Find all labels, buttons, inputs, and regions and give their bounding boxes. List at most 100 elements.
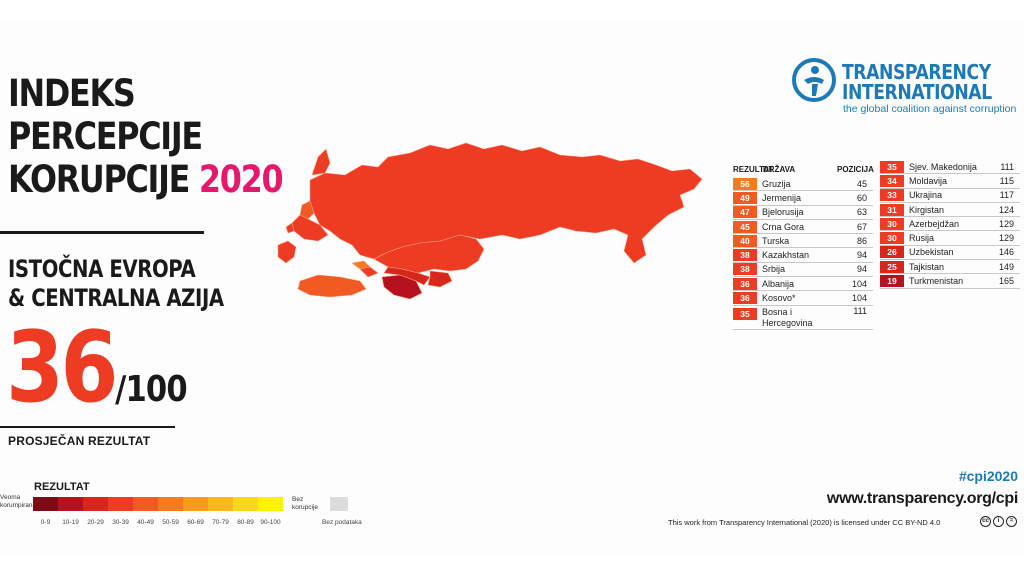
country-table-right: 35 Sjev. Makedonija 111 34 Moldavija 115 33 Ukr… — [880, 160, 1020, 289]
logo-tagline: the global coalition against corruption — [843, 103, 1017, 115]
legend-range-label: 50-59 — [162, 519, 179, 526]
score-badge: 45 — [733, 220, 757, 233]
score-badge: 30 — [880, 232, 904, 245]
region-heading: ISTOČNA EVROPA & CENTRALNA AZIJA — [8, 255, 224, 313]
table-row: 56 Gruzija 45 — [733, 177, 873, 192]
country-name: Albanija — [762, 278, 795, 289]
country-name: Tajkistan — [909, 261, 945, 272]
table-row: 30 Azerbejdžan 129 — [880, 217, 1020, 232]
table-row: 47 Bjelorusija 63 — [733, 206, 873, 220]
legend-range-label: 70-79 — [212, 519, 229, 526]
score-badge: 26 — [880, 246, 904, 259]
legend-swatch — [208, 497, 233, 511]
table-row: 40 Turska 86 — [733, 234, 873, 249]
region-line-1: ISTOČNA EVROPA — [8, 255, 196, 283]
country-name: Azerbejdžan — [909, 218, 960, 229]
infographic-canvas — [0, 22, 1024, 554]
table-row: 30 Rusija 129 — [880, 231, 1020, 246]
average-score: 36/100 — [6, 318, 188, 418]
table-row: 25 Tajkistan 149 — [880, 260, 1020, 275]
average-score-label: PROSJEČAN REZULTAT — [8, 434, 151, 448]
country-name: Kosovo* — [762, 293, 796, 304]
legend-swatch — [183, 497, 208, 511]
map-country-uzbekistan — [383, 266, 431, 286]
average-score-value: 36 — [6, 311, 119, 425]
country-rank: 149 — [998, 261, 1014, 272]
legend-low-label: Veoma korumpirana — [0, 494, 36, 510]
title-divider — [0, 231, 204, 234]
score-divider — [0, 426, 175, 428]
legend-title: REZULTAT — [34, 481, 90, 493]
score-badge: 47 — [733, 206, 757, 219]
page-title: INDEKS PERCEPCIJE KORUPCIJE 2020 — [8, 72, 284, 201]
header-score: REZULTAT — [733, 165, 774, 174]
score-badge: 40 — [733, 234, 757, 247]
legend-swatch — [133, 497, 158, 511]
table-row: 38 Kazakhstan 94 — [733, 248, 873, 263]
title-line-1: INDEKS — [8, 72, 136, 115]
legend-swatch — [258, 497, 283, 511]
table-row: 36 Kosovo* 104 — [733, 291, 873, 306]
map-country-russia — [309, 142, 703, 264]
country-name: Turkmenistan — [909, 276, 964, 287]
legend-range-label: 40-49 — [137, 519, 154, 526]
country-rank: 60 — [856, 192, 867, 203]
country-rank: 111 — [1000, 161, 1014, 172]
score-badge: 38 — [733, 249, 757, 262]
legend-range-label: 90-100 — [260, 519, 281, 526]
country-name: Bjelorusija — [762, 207, 804, 218]
legend-color-scale — [33, 497, 283, 511]
country-rank: 104 — [851, 278, 867, 289]
map-country-armenia-azerbaijan — [359, 266, 379, 278]
country-name: Sjev. Makedonija — [909, 161, 977, 172]
country-rank: 129 — [998, 218, 1014, 229]
country-name: Jermenija — [762, 192, 802, 203]
score-badge: 38 — [733, 263, 757, 276]
score-badge: 33 — [880, 189, 904, 202]
table-row: 31 Kirgistan 124 — [880, 203, 1020, 218]
score-badge: 56 — [733, 177, 757, 190]
header-country: DRŽAVA — [763, 165, 796, 174]
country-rank: 63 — [856, 207, 867, 218]
table-row: 26 Uzbekistan 146 — [880, 246, 1020, 261]
title-line-3: KORUPCIJE 2020 — [8, 158, 284, 201]
table-row: 34 Moldavija 115 — [880, 174, 1020, 189]
table-row: 36 Albanija 104 — [733, 277, 873, 292]
score-badge: 34 — [880, 174, 904, 187]
header-rank: POZICIJA — [837, 165, 874, 174]
country-name: Kazakhstan — [762, 250, 810, 261]
region-line-2: & CENTRALNA AZIJA — [8, 284, 224, 312]
country-name: Srbija — [762, 264, 786, 275]
legend-no-data-label: Bez podataka — [322, 519, 362, 526]
map-country-kyrgyzstan-tajikistan — [427, 270, 453, 288]
legend-high-label-2: korupcije — [292, 504, 319, 511]
score-badge: 35 — [733, 307, 757, 320]
country-name: Turska — [762, 235, 790, 246]
legend-low-label-1: Veoma — [0, 494, 21, 501]
logo-name-line-2: INTERNATIONAL — [842, 80, 992, 104]
country-name: Ukrajina — [909, 190, 943, 201]
map-country-turkey — [297, 274, 367, 298]
logo-wordmark: TRANSPARENCY INTERNATIONAL — [842, 62, 992, 102]
table-row: 45 Crna Gora 67 — [733, 220, 873, 235]
cc-license-icons: cc i = — [980, 516, 1017, 527]
legend-no-data-swatch — [330, 497, 348, 511]
legend-swatch — [83, 497, 108, 511]
country-table-left: REZULTAT DRŽAVA POZICIJA 56 Gruzija 45 49 Je… — [733, 159, 874, 330]
country-name: Moldavija — [909, 175, 948, 186]
logo-name-line-1: TRANSPARENCY — [842, 60, 991, 84]
country-rank: 146 — [998, 247, 1014, 258]
legend-swatch — [158, 497, 183, 511]
map-region-northwest — [311, 148, 331, 176]
score-badge: 36 — [733, 277, 757, 290]
country-rank: 94 — [856, 250, 867, 261]
transparency-international-logo-icon — [792, 58, 836, 102]
score-badge: 49 — [733, 191, 757, 204]
table-row: 33 Ukrajina 117 — [880, 189, 1020, 203]
table-row: 35 Sjev. Makedonija 111 — [880, 160, 1020, 175]
country-name: Gruzija — [762, 178, 791, 189]
score-badge: 35 — [880, 160, 904, 173]
website-link[interactable]: www.transparency.org/cpi — [826, 490, 1018, 507]
country-name: Kirgistan — [909, 204, 945, 215]
country-rank: 165 — [998, 276, 1014, 287]
